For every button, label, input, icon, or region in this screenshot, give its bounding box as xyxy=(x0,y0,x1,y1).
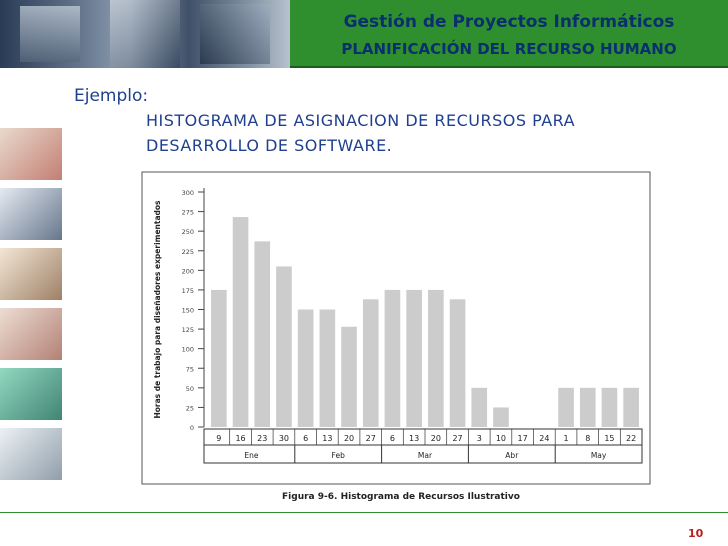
x-tick-label-13: 10 xyxy=(496,434,506,443)
month-label-Feb: Feb xyxy=(332,451,346,460)
y-tick-label-250: 250 xyxy=(182,228,194,236)
x-tick-label-9: 13 xyxy=(409,434,419,443)
sidebar-photo-4 xyxy=(0,308,62,360)
x-tick-label-11: 27 xyxy=(452,434,462,443)
y-tick-label-50: 50 xyxy=(186,385,194,393)
month-label-Ene: Ene xyxy=(244,451,258,460)
sidebar-photo-strip xyxy=(0,128,62,484)
bar-3 xyxy=(276,266,292,427)
chart-title: Figura 9-6. Histograma de Recursos Ilust… xyxy=(282,492,520,502)
x-tick-label-15: 24 xyxy=(539,434,549,443)
x-tick-label-3: 30 xyxy=(279,434,289,443)
x-tick-label-16: 1 xyxy=(564,434,569,443)
footer-divider xyxy=(0,512,728,513)
bar-5 xyxy=(319,309,336,427)
bar-1 xyxy=(232,217,249,427)
y-tick-label-300: 300 xyxy=(182,189,194,197)
slide-subtitle: PLANIFICACIÓN DEL RECURSO HUMANO xyxy=(341,40,677,58)
bar-17 xyxy=(579,387,596,427)
month-label-Mar: Mar xyxy=(418,451,433,460)
bar-11 xyxy=(449,299,466,427)
x-tick-label-8: 6 xyxy=(390,434,395,443)
x-tick-label-17: 8 xyxy=(585,434,590,443)
header-banner: Gestión de Proyectos Informáticos PLANIF… xyxy=(0,0,728,68)
bar-12 xyxy=(471,387,488,427)
month-label-May: May xyxy=(591,451,607,460)
slide-heading: HISTOGRAMA DE ASIGNACION DE RECURSOS PAR… xyxy=(146,108,575,158)
bar-7 xyxy=(362,299,379,427)
bar-4 xyxy=(297,309,314,427)
histogram-chart: 0 25 50 75 100 125 150 175 200 225 250 275 300 Horas … xyxy=(141,171,651,502)
y-tick-label-75: 75 xyxy=(186,365,194,373)
x-tick-label-18: 15 xyxy=(604,434,614,443)
y-tick-label-100: 100 xyxy=(182,346,194,354)
bar-0 xyxy=(211,289,227,427)
month-label-Abr: Abr xyxy=(505,451,519,460)
x-tick-label-5: 13 xyxy=(322,434,332,443)
slide-heading-line-2: DESARROLLO DE SOFTWARE. xyxy=(146,136,393,155)
slide-heading-line-1: HISTOGRAMA DE ASIGNACION DE RECURSOS PAR… xyxy=(146,111,576,130)
bar-13 xyxy=(493,407,509,427)
banner-title-panel: Gestión de Proyectos Informáticos PLANIF… xyxy=(290,0,728,68)
y-tick-label-200: 200 xyxy=(182,267,194,275)
sidebar-photo-2 xyxy=(0,188,62,240)
banner-photo-2 xyxy=(110,0,180,68)
x-tick-label-2: 23 xyxy=(257,434,267,443)
sidebar-photo-3 xyxy=(0,248,62,300)
bar-19 xyxy=(623,387,639,427)
bar-6 xyxy=(341,326,357,427)
x-tick-label-12: 3 xyxy=(477,434,482,443)
bar-16 xyxy=(558,387,574,427)
y-tick-label-125: 125 xyxy=(182,326,194,334)
x-tick-label-14: 17 xyxy=(518,434,528,443)
banner-photo-1 xyxy=(20,6,80,62)
y-tick-label-225: 225 xyxy=(182,248,194,256)
bar-18 xyxy=(601,387,618,427)
bar-10 xyxy=(428,289,444,427)
y-tick-label-25: 25 xyxy=(186,404,194,412)
bar-2 xyxy=(254,241,271,427)
y-tick-label-150: 150 xyxy=(182,307,194,315)
sidebar-photo-1 xyxy=(0,128,62,180)
y-tick-label-175: 175 xyxy=(182,287,194,295)
x-tick-label-1: 16 xyxy=(235,434,245,443)
example-label: Ejemplo: xyxy=(74,86,149,106)
figure-frame xyxy=(141,171,651,485)
y-tick-label-0: 0 xyxy=(190,424,194,432)
banner-photo-collage xyxy=(0,0,290,68)
x-tick-label-10: 20 xyxy=(431,434,441,443)
x-tick-label-4: 6 xyxy=(303,434,308,443)
x-tick-label-6: 20 xyxy=(344,434,354,443)
sidebar-photo-5 xyxy=(0,368,62,420)
histogram-figure: 0 25 50 75 100 125 150 175 200 225 250 275 300 Horas … xyxy=(140,170,652,508)
axis-table-frame xyxy=(203,428,643,464)
bar-8 xyxy=(384,289,401,427)
banner-photo-3 xyxy=(200,4,270,64)
x-tick-label-0: 9 xyxy=(216,434,221,443)
page-number: 10 xyxy=(688,527,704,540)
bar-9 xyxy=(406,289,422,427)
y-axis-label: Horas de trabajo para diseñadores experi… xyxy=(153,200,162,419)
x-tick-label-19: 22 xyxy=(626,434,636,443)
x-tick-label-7: 27 xyxy=(366,434,376,443)
y-tick-label-275: 275 xyxy=(182,209,194,217)
sidebar-photo-6 xyxy=(0,428,62,480)
slide-title: Gestión de Proyectos Informáticos xyxy=(343,12,675,32)
